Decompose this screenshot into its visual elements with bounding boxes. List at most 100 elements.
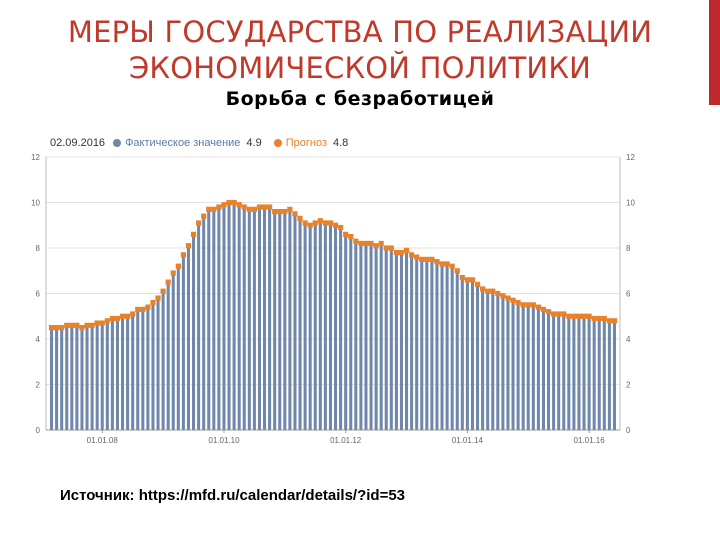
- bar-actual: [202, 216, 206, 430]
- bar-actual: [328, 222, 332, 430]
- bar-actual: [582, 316, 586, 430]
- forecast-marker: [429, 256, 435, 262]
- bar-actual: [126, 316, 130, 430]
- bar-actual: [273, 211, 277, 430]
- bar-actual: [369, 243, 373, 430]
- forecast-marker: [551, 311, 557, 317]
- bar-actual: [384, 248, 388, 430]
- bar-actual: [176, 266, 180, 430]
- bar-actual: [55, 327, 59, 430]
- forecast-marker: [403, 247, 410, 253]
- bar-actual: [557, 313, 561, 430]
- forecast-marker: [206, 206, 212, 212]
- bar-actual: [90, 325, 94, 430]
- bar-actual: [161, 291, 165, 430]
- bar-actual: [374, 245, 378, 430]
- bar-actual: [65, 325, 69, 430]
- bar-actual: [349, 236, 353, 430]
- bar-actual: [323, 222, 327, 430]
- accent-bar: [709, 0, 720, 105]
- y-tick-label-right: 12: [626, 153, 635, 162]
- forecast-marker: [135, 306, 141, 313]
- bar-actual: [389, 248, 393, 430]
- bar-actual: [379, 243, 383, 430]
- legend-forecast-marker-icon: [273, 139, 282, 147]
- bar-actual: [278, 211, 282, 430]
- bar-actual: [465, 279, 469, 430]
- bar-actual: [572, 316, 576, 430]
- forecast-marker: [591, 315, 597, 322]
- forecast-marker: [69, 322, 75, 328]
- slide-title: МЕРЫ ГОСУДАРСТВА ПО РЕАЛИЗАЦИИ ЭКОНОМИЧЕ…: [40, 14, 680, 86]
- bar-actual: [75, 325, 79, 430]
- forecast-marker: [358, 240, 364, 247]
- forecast-marker: [267, 204, 273, 210]
- bar-actual: [60, 327, 64, 430]
- forecast-marker: [393, 249, 399, 256]
- bar-actual: [430, 259, 434, 430]
- forecast-marker: [480, 286, 486, 292]
- bar-actual: [410, 254, 414, 430]
- bar-actual: [440, 263, 444, 430]
- forecast-marker: [343, 231, 349, 237]
- forecast-marker: [439, 261, 445, 267]
- forecast-marker: [495, 290, 501, 297]
- forecast-marker: [104, 318, 110, 324]
- forecast-marker: [302, 220, 308, 226]
- bar-actual: [283, 211, 287, 430]
- forecast-marker: [190, 231, 197, 237]
- forecast-marker: [119, 313, 126, 319]
- bar-actual: [562, 313, 566, 430]
- y-tick-label-left: 10: [31, 199, 40, 208]
- bar-actual: [100, 323, 104, 430]
- forecast-marker: [601, 315, 607, 322]
- forecast-marker: [94, 320, 100, 326]
- forecast-marker: [505, 295, 511, 301]
- forecast-marker: [216, 204, 222, 210]
- forecast-marker: [251, 206, 257, 212]
- forecast-marker: [317, 218, 323, 224]
- y-tick-label-right: 4: [626, 335, 631, 344]
- bar-actual: [541, 309, 545, 430]
- forecast-marker: [606, 318, 612, 324]
- forecast-marker: [566, 313, 572, 319]
- bar-actual: [526, 304, 530, 430]
- forecast-marker: [510, 297, 516, 303]
- forecast-marker: [515, 300, 521, 306]
- bar-actual: [303, 222, 307, 430]
- forecast-marker: [221, 202, 227, 208]
- forecast-marker: [368, 240, 374, 247]
- bar-actual: [592, 318, 596, 430]
- legend-actual-marker-icon: [113, 139, 122, 147]
- bar-actual: [50, 327, 54, 430]
- bar-actual: [151, 302, 155, 430]
- y-tick-label-right: 0: [626, 426, 631, 435]
- bar-actual: [308, 225, 312, 430]
- forecast-marker: [79, 325, 85, 331]
- forecast-marker: [130, 311, 136, 317]
- forecast-marker: [114, 315, 121, 322]
- bar-actual: [399, 252, 403, 430]
- x-tick-label: 01.01.10: [208, 436, 240, 445]
- forecast-marker: [596, 315, 602, 322]
- forecast-marker: [89, 322, 95, 328]
- forecast-marker: [490, 288, 496, 294]
- y-tick-label-right: 10: [626, 199, 635, 208]
- forecast-marker: [449, 263, 455, 269]
- bar-actual: [364, 243, 368, 430]
- bar-actual: [227, 202, 231, 430]
- bar-actual: [252, 209, 256, 430]
- y-tick-label-right: 8: [626, 244, 631, 253]
- forecast-marker: [576, 313, 582, 319]
- bar-actual: [405, 250, 409, 430]
- bar-actual: [359, 243, 363, 430]
- forecast-marker: [109, 315, 115, 322]
- forecast-marker: [500, 293, 506, 299]
- bar-actual: [486, 291, 490, 430]
- y-tick-label-left: 6: [36, 290, 41, 299]
- forecast-marker: [586, 313, 592, 319]
- forecast-marker: [54, 325, 60, 331]
- forecast-marker: [84, 322, 90, 328]
- forecast-marker: [540, 306, 547, 313]
- forecast-marker: [378, 240, 384, 247]
